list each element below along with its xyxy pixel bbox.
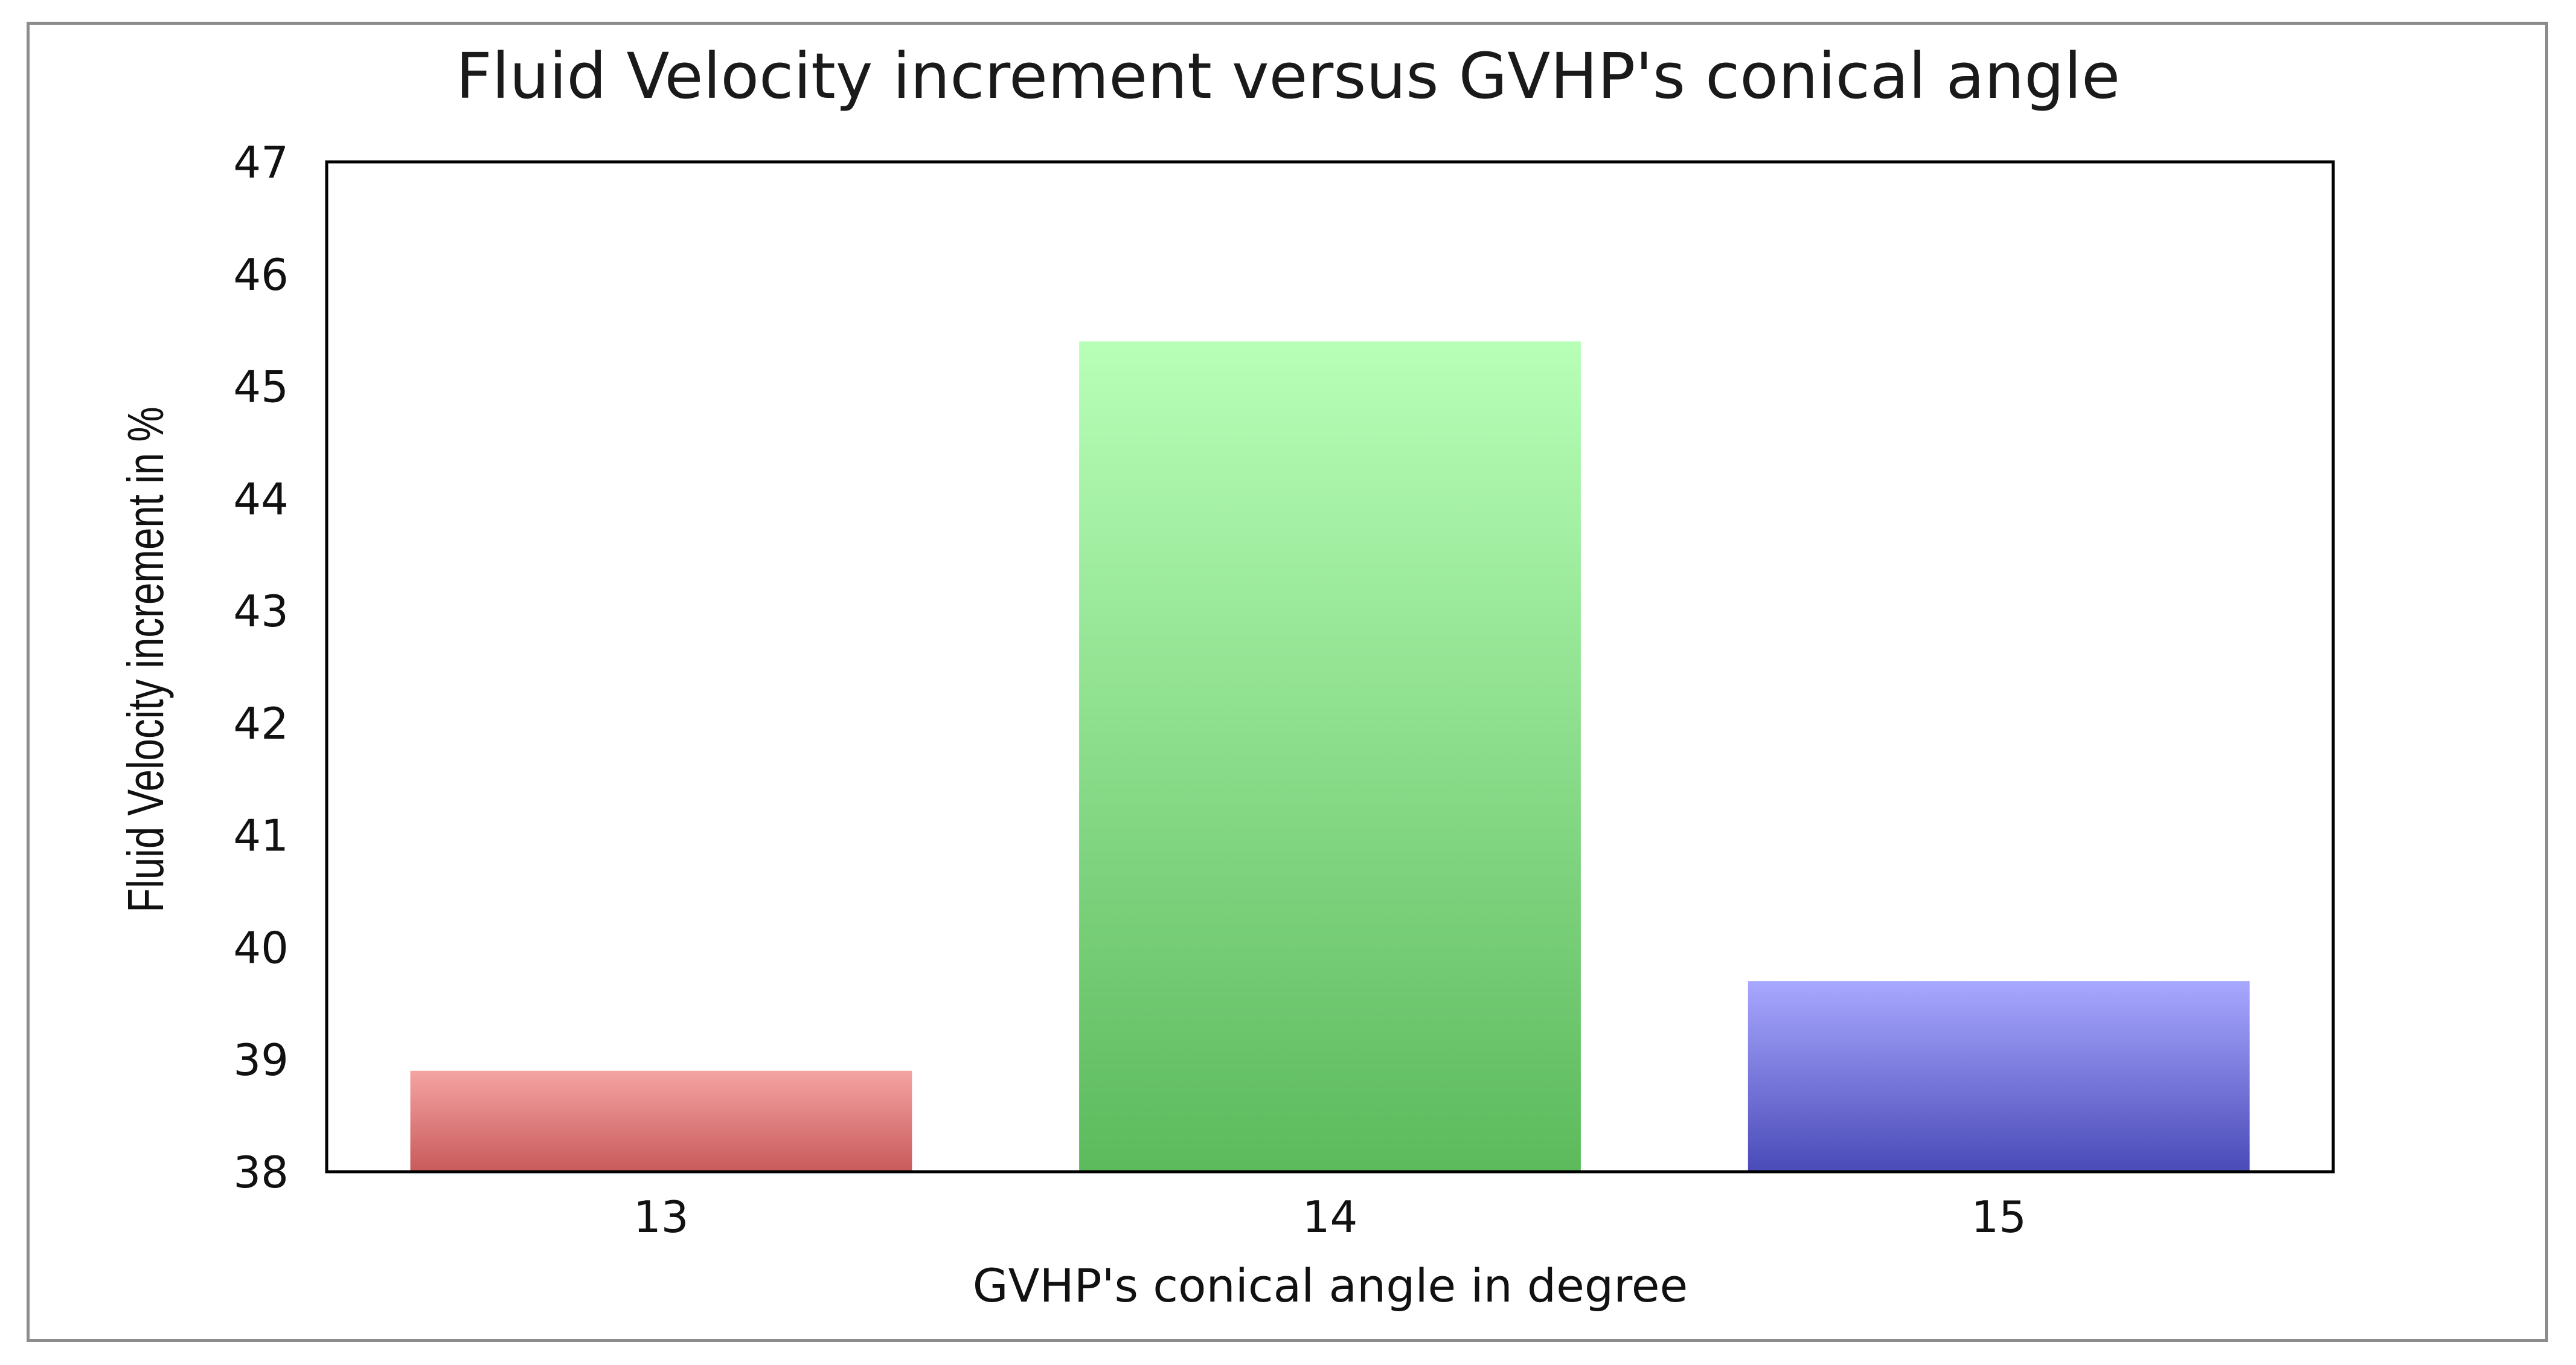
plot-area — [325, 160, 2335, 1174]
y-axis-label: Fluid Velocity increment in % — [117, 406, 174, 912]
bar-15 — [1748, 981, 2250, 1172]
y-tick-label: 40 — [233, 922, 289, 973]
bars-layer — [410, 341, 2250, 1172]
y-tick-label: 45 — [233, 362, 289, 413]
y-tick-label: 43 — [233, 586, 289, 637]
y-axis-ticks: 38 39 40 41 42 43 44 45 46 47 — [233, 137, 289, 1198]
x-axis-label: GVHP's conical angle in degree — [973, 1259, 1688, 1312]
y-tick-label: 47 — [233, 137, 289, 188]
y-tick-label: 46 — [233, 249, 289, 300]
y-tick-label: 41 — [233, 811, 289, 861]
y-tick-label: 38 — [233, 1147, 289, 1198]
bar-13 — [410, 1070, 912, 1172]
y-tick-label: 44 — [233, 474, 289, 524]
x-axis-ticks: 13 14 15 — [633, 1192, 2027, 1242]
chart-title: Fluid Velocity increment versus GVHP's c… — [456, 39, 2120, 113]
x-tick-label: 14 — [1302, 1192, 1358, 1242]
y-tick-label: 39 — [233, 1035, 289, 1085]
x-tick-label: 13 — [633, 1192, 689, 1242]
x-tick-label: 15 — [1971, 1192, 2027, 1242]
bar-14 — [1079, 341, 1581, 1172]
y-tick-label: 42 — [233, 698, 289, 749]
